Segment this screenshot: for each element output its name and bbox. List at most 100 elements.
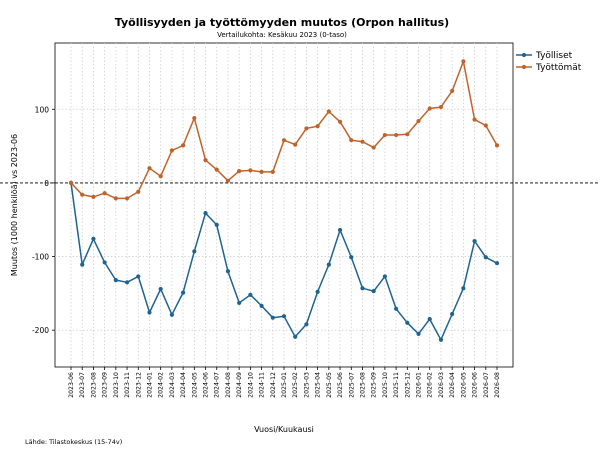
data-point: [450, 311, 455, 317]
data-point: [427, 106, 432, 111]
x-tick-label: 2024-08: [225, 372, 232, 398]
data-point: [394, 132, 399, 138]
data-point: [102, 260, 107, 265]
data-point: [169, 148, 174, 153]
x-tick-label: 2025-11: [393, 372, 400, 398]
x-axis-label: Vuosi/Kuukausi: [254, 425, 314, 434]
x-tick-label: 2023-11: [124, 372, 131, 398]
data-point: [192, 249, 197, 254]
data-point: [315, 124, 320, 129]
data-point: [91, 194, 96, 199]
x-tick-label: 2024-04: [180, 372, 187, 398]
y-tick-label: -200: [32, 326, 49, 335]
chart-subtitle: Vertailukohta: Kesäkuu 2023 (0-taso): [217, 31, 347, 39]
x-tick-label: 2024-09: [236, 372, 243, 398]
data-point: [349, 138, 354, 143]
data-point: [270, 315, 275, 320]
data-point: [494, 143, 500, 148]
x-tick-label: 2025-07: [348, 372, 355, 398]
data-point: [248, 292, 253, 297]
data-point: [102, 191, 107, 196]
x-tick-label: 2024-07: [214, 372, 221, 398]
data-point: [225, 178, 231, 183]
x-tick-label: 2025-04: [315, 372, 322, 398]
data-point: [382, 132, 387, 138]
data-point: [225, 269, 231, 274]
data-point: [394, 306, 399, 311]
data-point: [124, 196, 130, 201]
data-point: [192, 116, 197, 121]
x-tick-label: 2026-02: [427, 372, 434, 398]
data-point: [91, 236, 96, 241]
x-tick-label: 2024-10: [247, 372, 254, 398]
y-tick-label: -100: [32, 253, 49, 262]
x-tick-label: 2024-03: [169, 372, 176, 398]
x-tick-label: 2026-05: [460, 372, 467, 398]
data-point: [438, 104, 444, 110]
data-point: [259, 169, 264, 174]
data-point: [169, 312, 174, 317]
data-point: [248, 168, 253, 173]
data-point: [203, 211, 208, 216]
data-point: [416, 118, 421, 124]
legend-label: Työlliset: [535, 51, 573, 61]
x-tick-label: 2023-12: [135, 372, 142, 398]
data-point: [158, 286, 163, 292]
data-point: [349, 255, 354, 260]
data-point: [281, 314, 287, 319]
x-tick-label: 2024-01: [146, 372, 153, 398]
x-tick-label: 2025-06: [337, 372, 344, 398]
y-axis: -200 -100 0 100: [32, 105, 55, 335]
x-tick-label: 2025-01: [281, 372, 288, 398]
x-tick-label: 2024-12: [270, 372, 277, 398]
x-tick-label: 2025-02: [292, 372, 299, 398]
data-point: [450, 88, 455, 93]
legend-label: Työttömät: [535, 63, 582, 73]
data-point: [326, 262, 331, 267]
series-layer: [68, 59, 500, 342]
data-point: [214, 167, 219, 172]
legend: Työlliset Työttömät: [516, 51, 582, 73]
data-point: [405, 320, 410, 325]
x-tick-label: 2025-12: [404, 372, 411, 398]
data-point: [203, 157, 208, 163]
x-tick-label: 2026-08: [494, 372, 501, 398]
data-point: [405, 132, 410, 137]
x-tick-label: 2025-09: [371, 372, 378, 398]
data-point: [80, 262, 85, 267]
x-tick-label: 2023-09: [102, 372, 109, 398]
data-point: [158, 174, 163, 179]
x-tick-label: 2023-10: [113, 372, 120, 398]
data-point: [113, 278, 118, 283]
x-tick-label: 2024-06: [203, 372, 210, 398]
data-point: [136, 189, 141, 194]
data-point: [472, 117, 477, 122]
data-point: [461, 59, 466, 64]
data-point: [293, 334, 298, 339]
y-tick-label: 100: [35, 105, 50, 114]
y-axis-label: Muutos (1000 henkilöä) vs 2023-06: [10, 134, 19, 276]
data-point: [427, 317, 432, 322]
x-tick-label: 2023-06: [68, 372, 75, 398]
x-tick-label: 2026-03: [438, 372, 445, 398]
data-point: [326, 109, 331, 114]
data-point: [181, 290, 186, 295]
x-tick-label: 2026-04: [449, 372, 456, 398]
data-point: [337, 227, 343, 233]
x-tick-label: 2026-07: [483, 372, 490, 398]
x-tick-label: 2024-05: [191, 372, 198, 398]
x-tick-label: 2025-08: [359, 372, 366, 398]
data-point: [337, 119, 343, 124]
data-point: [461, 286, 466, 291]
data-point: [360, 286, 365, 291]
data-point: [304, 322, 309, 327]
data-point: [304, 126, 309, 131]
data-point: [438, 337, 444, 342]
x-tick-label: 2023-07: [79, 372, 86, 398]
x-tick-label: 2024-11: [259, 372, 266, 398]
data-point: [281, 138, 287, 143]
x-tick-label: 2025-05: [326, 372, 333, 398]
data-point: [181, 143, 186, 148]
data-point: [147, 166, 152, 171]
chart-title: Työllisyyden ja työttömyyden muutos (Orp…: [115, 16, 449, 29]
